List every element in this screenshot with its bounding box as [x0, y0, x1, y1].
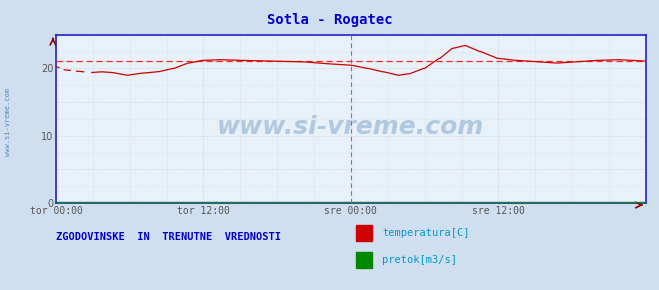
- Text: pretok[m3/s]: pretok[m3/s]: [382, 255, 457, 265]
- Text: temperatura[C]: temperatura[C]: [382, 228, 470, 238]
- Text: www.si-vreme.com: www.si-vreme.com: [5, 88, 11, 156]
- Text: Sotla - Rogatec: Sotla - Rogatec: [267, 13, 392, 27]
- Text: ZGODOVINSKE  IN  TRENUTNE  VREDNOSTI: ZGODOVINSKE IN TRENUTNE VREDNOSTI: [56, 232, 281, 242]
- Text: www.si-vreme.com: www.si-vreme.com: [217, 115, 484, 139]
